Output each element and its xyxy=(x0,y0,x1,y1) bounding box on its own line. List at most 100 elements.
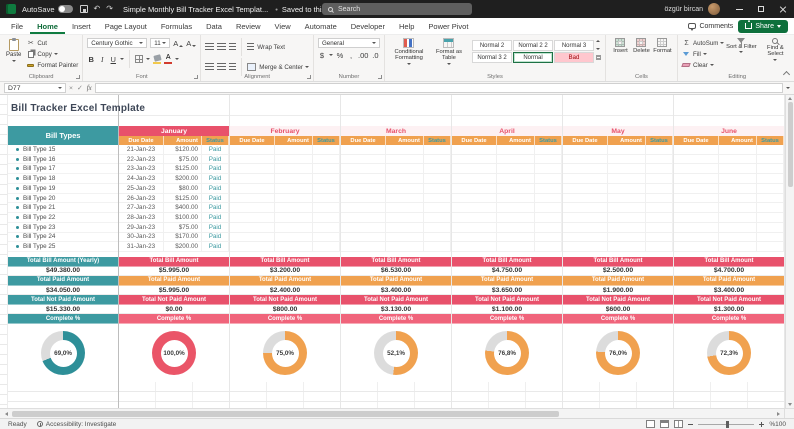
page-break-view-button[interactable] xyxy=(674,420,684,428)
due-date-cell[interactable] xyxy=(230,203,275,214)
status-cell[interactable] xyxy=(757,203,784,214)
amount-cell[interactable] xyxy=(275,203,313,214)
amount-cell[interactable] xyxy=(275,174,313,184)
due-date-cell[interactable] xyxy=(674,203,719,214)
insert-cells-button[interactable]: Insert xyxy=(610,38,631,54)
month-header-april[interactable]: April xyxy=(452,126,562,136)
total-notpaid-value[interactable]: $1.300.00 xyxy=(674,304,784,315)
status-cell[interactable] xyxy=(313,174,340,184)
amount-cell[interactable] xyxy=(386,193,424,204)
amount-cell[interactable] xyxy=(608,242,646,253)
align-top-button[interactable] xyxy=(205,43,215,51)
status-cell[interactable] xyxy=(313,232,340,243)
status-cell[interactable]: Paid xyxy=(202,193,229,204)
status-cell[interactable] xyxy=(646,232,673,243)
scroll-up-arrow[interactable] xyxy=(788,97,792,100)
due-date-cell[interactable] xyxy=(452,154,497,165)
bill-type-row[interactable]: Bill Type 21 xyxy=(8,203,118,214)
amount-cell[interactable] xyxy=(275,193,313,204)
bill-type-row[interactable]: Bill Type 18 xyxy=(8,174,118,184)
amount-cell[interactable] xyxy=(497,174,535,184)
amount-cell[interactable] xyxy=(608,154,646,165)
status-cell[interactable] xyxy=(535,222,562,233)
gallery-up-icon[interactable] xyxy=(596,40,601,42)
amount-cell[interactable] xyxy=(719,154,757,165)
total-paid-value[interactable]: $3.400.00 xyxy=(341,285,451,296)
number-format-select[interactable]: General xyxy=(317,38,380,48)
due-date-cell[interactable] xyxy=(341,174,386,184)
due-date-cell[interactable] xyxy=(674,242,719,253)
due-date-cell[interactable]: 27-Jan-23 xyxy=(119,203,164,214)
amount-cell[interactable] xyxy=(719,174,757,184)
tab-view[interactable]: View xyxy=(274,21,291,31)
status-cell[interactable] xyxy=(424,154,451,165)
due-date-cell[interactable] xyxy=(674,154,719,165)
bill-type-row[interactable]: Bill Type 25 xyxy=(8,242,118,253)
due-date-cell[interactable] xyxy=(230,174,275,184)
format-as-table-button[interactable]: Format as Table xyxy=(429,38,469,65)
amount-cell[interactable] xyxy=(608,222,646,233)
total-paid-value[interactable]: $3.400.00 xyxy=(674,285,784,296)
paste-button[interactable]: Paste xyxy=(4,38,23,62)
amount-cell[interactable] xyxy=(386,213,424,223)
total-notpaid-value[interactable]: $800.00 xyxy=(230,304,340,315)
gallery-down-icon[interactable] xyxy=(596,47,601,50)
amount-cell[interactable] xyxy=(608,232,646,243)
due-date-cell[interactable] xyxy=(230,183,275,194)
due-date-cell[interactable] xyxy=(230,213,275,223)
amount-cell[interactable] xyxy=(497,193,535,204)
due-date-cell[interactable] xyxy=(452,203,497,214)
amount-cell[interactable] xyxy=(497,145,535,155)
due-date-cell[interactable] xyxy=(563,213,608,223)
amount-cell[interactable] xyxy=(497,183,535,194)
due-date-cell[interactable] xyxy=(341,222,386,233)
amount-cell[interactable] xyxy=(608,174,646,184)
align-middle-button[interactable] xyxy=(217,43,227,51)
due-date-cell[interactable] xyxy=(452,232,497,243)
status-cell[interactable] xyxy=(535,213,562,223)
tab-insert[interactable]: Insert xyxy=(71,21,91,31)
amount-cell[interactable] xyxy=(275,242,313,253)
total-paid-value[interactable]: $2.400.00 xyxy=(230,285,340,296)
amount-cell[interactable] xyxy=(497,242,535,253)
amount-cell[interactable] xyxy=(386,222,424,233)
user-name[interactable]: özgür bircan xyxy=(664,5,703,13)
tab-data[interactable]: Data xyxy=(206,21,222,31)
due-date-cell[interactable] xyxy=(341,193,386,204)
status-cell[interactable] xyxy=(646,154,673,165)
amount-cell[interactable] xyxy=(275,232,313,243)
due-date-cell[interactable]: 29-Jan-23 xyxy=(119,222,164,233)
amount-cell[interactable] xyxy=(497,154,535,165)
amount-cell[interactable] xyxy=(608,213,646,223)
font-name-select[interactable]: Century Gothic xyxy=(87,38,148,48)
zoom-level[interactable]: %100 xyxy=(769,420,786,428)
cell-style-normal-2[interactable]: Normal 2 xyxy=(471,40,512,51)
shrink-font-button[interactable]: A xyxy=(186,38,197,48)
month-header-may[interactable]: May xyxy=(563,126,673,136)
due-date-cell[interactable] xyxy=(563,164,608,175)
borders-button[interactable] xyxy=(135,55,144,63)
due-date-cell[interactable] xyxy=(341,213,386,223)
amount-cell[interactable] xyxy=(386,232,424,243)
tab-developer[interactable]: Developer xyxy=(350,21,385,31)
due-date-cell[interactable] xyxy=(563,242,608,253)
due-date-cell[interactable] xyxy=(230,193,275,204)
amount-cell[interactable] xyxy=(386,203,424,214)
amount-cell[interactable] xyxy=(719,232,757,243)
merge-center-button[interactable]: Merge & Center xyxy=(259,62,309,72)
status-cell[interactable] xyxy=(424,164,451,175)
total-bill-value[interactable]: $3.200.00 xyxy=(230,266,340,277)
due-date-cell[interactable] xyxy=(230,232,275,243)
status-cell[interactable] xyxy=(424,213,451,223)
bill-type-row[interactable]: Bill Type 22 xyxy=(8,213,118,223)
total-notpaid-value[interactable]: $600.00 xyxy=(563,304,673,315)
status-cell[interactable] xyxy=(424,193,451,204)
amount-cell[interactable] xyxy=(275,183,313,194)
total-bill-value[interactable]: $4.750.00 xyxy=(452,266,562,277)
status-cell[interactable] xyxy=(424,232,451,243)
amount-cell[interactable] xyxy=(386,145,424,155)
due-date-cell[interactable] xyxy=(563,145,608,155)
amount-cell[interactable] xyxy=(608,145,646,155)
status-cell[interactable] xyxy=(757,193,784,204)
italic-button[interactable]: I xyxy=(101,54,104,64)
